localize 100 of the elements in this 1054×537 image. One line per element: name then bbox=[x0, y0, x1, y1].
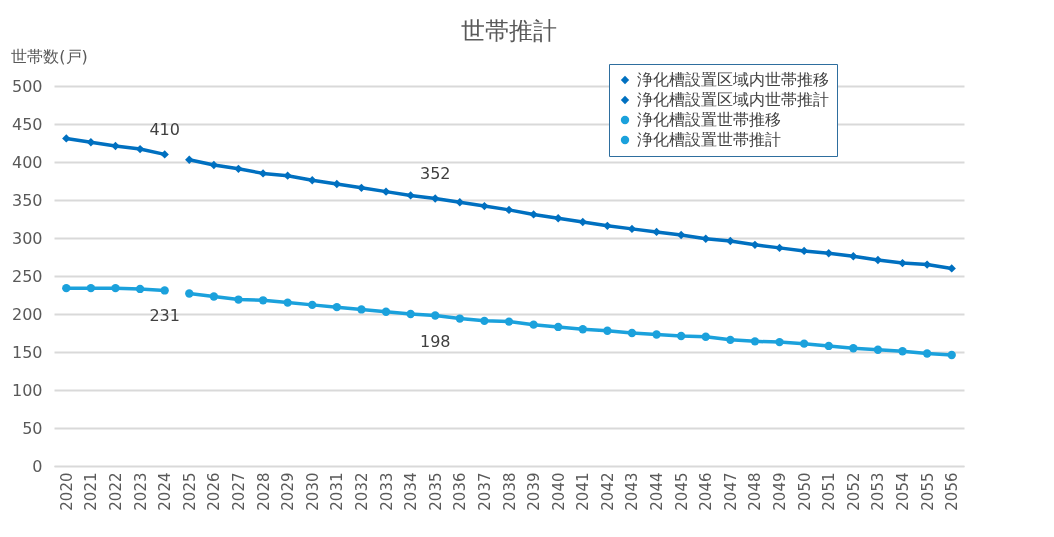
point bbox=[258, 296, 268, 305]
point bbox=[849, 252, 858, 261]
y-tick-label: 400 bbox=[11, 152, 43, 172]
point bbox=[308, 300, 317, 310]
x-tick-label: 2046 bbox=[697, 472, 716, 511]
point bbox=[381, 307, 391, 316]
point bbox=[529, 210, 538, 219]
point bbox=[652, 330, 661, 339]
x-tick-label: 2040 bbox=[549, 472, 568, 511]
x-tick-label: 2054 bbox=[894, 472, 913, 511]
point bbox=[62, 283, 71, 293]
x-tick-label: 2025 bbox=[180, 472, 199, 511]
point bbox=[406, 309, 415, 319]
point bbox=[406, 191, 415, 200]
point bbox=[504, 317, 514, 326]
point bbox=[185, 155, 194, 164]
y-tick-label: 300 bbox=[11, 228, 43, 248]
point bbox=[529, 320, 538, 329]
x-tick-label: 2021 bbox=[82, 472, 101, 511]
point bbox=[234, 295, 243, 304]
chart-title: 世帯推計 bbox=[461, 17, 557, 45]
x-tick-label: 2045 bbox=[672, 472, 691, 511]
x-tick-label: 2035 bbox=[426, 472, 445, 511]
x-tick-label: 2056 bbox=[943, 472, 962, 511]
x-tick-label: 2041 bbox=[574, 472, 593, 511]
legend-label: 浄化槽設置区域内世帯推移 bbox=[637, 70, 829, 89]
point bbox=[947, 350, 956, 360]
point bbox=[480, 201, 489, 211]
legend-label: 浄化槽設置区域内世帯推計 bbox=[637, 90, 829, 109]
point bbox=[160, 286, 169, 295]
point bbox=[480, 316, 489, 326]
x-tick-label: 2055 bbox=[918, 472, 937, 511]
point bbox=[726, 335, 735, 345]
x-tick-label: 2027 bbox=[229, 472, 248, 511]
x-tick-label: 2037 bbox=[475, 472, 494, 511]
y-tick-label: 350 bbox=[11, 190, 43, 210]
point bbox=[431, 311, 440, 320]
x-tick-label: 2030 bbox=[303, 472, 322, 511]
point bbox=[652, 227, 661, 237]
y-tick-label: 150 bbox=[11, 342, 43, 362]
x-tick-label: 2047 bbox=[721, 472, 740, 511]
x-tick-label: 2044 bbox=[648, 472, 667, 511]
legend-label: 浄化槽設置世帯推計 bbox=[637, 130, 781, 149]
x-tick-label: 2028 bbox=[254, 472, 273, 511]
point bbox=[578, 217, 587, 227]
x-tick-label: 2023 bbox=[131, 472, 150, 511]
x-tick-label: 2038 bbox=[500, 472, 519, 511]
point bbox=[135, 284, 145, 294]
point bbox=[160, 150, 169, 159]
point bbox=[357, 305, 366, 314]
point bbox=[332, 302, 342, 312]
point bbox=[603, 221, 612, 231]
point bbox=[62, 134, 71, 143]
point bbox=[824, 249, 833, 258]
data-label: 410 bbox=[149, 120, 180, 140]
x-tick-label: 2053 bbox=[869, 472, 888, 511]
data-label: 231 bbox=[149, 306, 180, 326]
point bbox=[947, 264, 956, 273]
x-tick-label: 2052 bbox=[844, 472, 863, 511]
point bbox=[898, 347, 907, 356]
point bbox=[455, 314, 464, 323]
point bbox=[381, 187, 391, 196]
point bbox=[554, 322, 563, 332]
y-tick-label: 500 bbox=[11, 76, 43, 96]
point bbox=[431, 194, 440, 203]
point bbox=[209, 292, 219, 301]
x-tick-label: 2029 bbox=[279, 472, 298, 511]
x-tick-label: 2036 bbox=[451, 472, 470, 511]
point bbox=[775, 337, 784, 347]
point bbox=[799, 339, 809, 348]
x-tick-label: 2020 bbox=[57, 472, 76, 511]
point bbox=[726, 236, 735, 246]
data-label: 352 bbox=[419, 164, 451, 184]
point bbox=[750, 337, 760, 346]
point bbox=[676, 331, 686, 341]
x-tick-label: 2042 bbox=[598, 472, 617, 511]
point bbox=[775, 243, 784, 253]
x-tick-label: 2043 bbox=[623, 472, 642, 511]
y-tick-label: 250 bbox=[11, 266, 43, 286]
y-tick-label: 200 bbox=[11, 304, 43, 324]
y-tick-label: 100 bbox=[11, 380, 43, 400]
x-tick-label: 2026 bbox=[205, 472, 224, 511]
x-tick-label: 2024 bbox=[156, 472, 175, 511]
x-tick-label: 2031 bbox=[328, 472, 347, 511]
y-axis-title: 世帯数(戸) bbox=[11, 46, 88, 66]
point bbox=[824, 341, 833, 351]
x-tick-label: 2049 bbox=[771, 472, 790, 511]
y-tick-label: 0 bbox=[32, 456, 43, 476]
x-tick-label: 2051 bbox=[820, 472, 839, 511]
x-tick-label: 2050 bbox=[795, 472, 814, 511]
point bbox=[86, 283, 96, 293]
point bbox=[849, 344, 858, 353]
point bbox=[922, 349, 932, 358]
x-tick-label: 2033 bbox=[377, 472, 396, 511]
legend-label: 浄化槽設置世帯推移 bbox=[637, 110, 781, 129]
x-tick-label: 2022 bbox=[106, 472, 125, 511]
x-tick-label: 2039 bbox=[525, 472, 544, 511]
point bbox=[234, 164, 243, 174]
point bbox=[111, 283, 120, 293]
x-tick-label: 2034 bbox=[402, 472, 421, 511]
